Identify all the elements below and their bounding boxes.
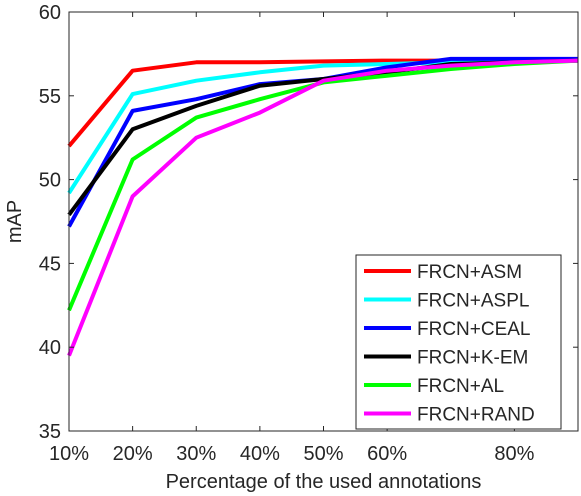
legend-label-0: FRCN+ASM [417,262,522,283]
series-layer [67,56,579,357]
series-line-5 [67,58,579,357]
legend: FRCN+ASM FRCN+ASPL FRCN+CEAL FRCN+K-EM FRCN+… [355,254,562,430]
y-axis-label: mAP [4,200,26,243]
y-tick-label-2: 45 [39,253,61,275]
x-tick-label-6: 80% [494,443,534,465]
y-tick-label-1: 40 [39,337,61,359]
x-tick-label-1: 20% [113,443,153,465]
legend-label-3: FRCN+K-EM [417,348,528,369]
x-tick-label-3: 40% [240,443,280,465]
x-tick-label-5: 60% [367,443,407,465]
x-tick-label-2: 30% [176,443,216,465]
x-axis-label: Percentage of the used annotations [166,471,482,493]
x-tick-label-4: 50% [303,443,343,465]
y-tick-label-4: 55 [39,86,61,108]
legend-label-4: FRCN+AL [417,376,504,397]
legend-label-1: FRCN+ASPL [417,291,529,312]
legend-label-5: FRCN+RAND [417,405,535,426]
x-tick-label-0: 10% [49,443,89,465]
axis-ticks: 10% 20% 30% 40% 50% 60% 80% 35 40 45 50 55 60 [39,2,578,465]
legend-label-2: FRCN+CEAL [417,319,531,340]
y-tick-label-3: 50 [39,170,61,192]
y-tick-label-0: 35 [39,421,61,443]
legend-box [355,254,562,430]
y-tick-label-5: 60 [39,2,61,24]
